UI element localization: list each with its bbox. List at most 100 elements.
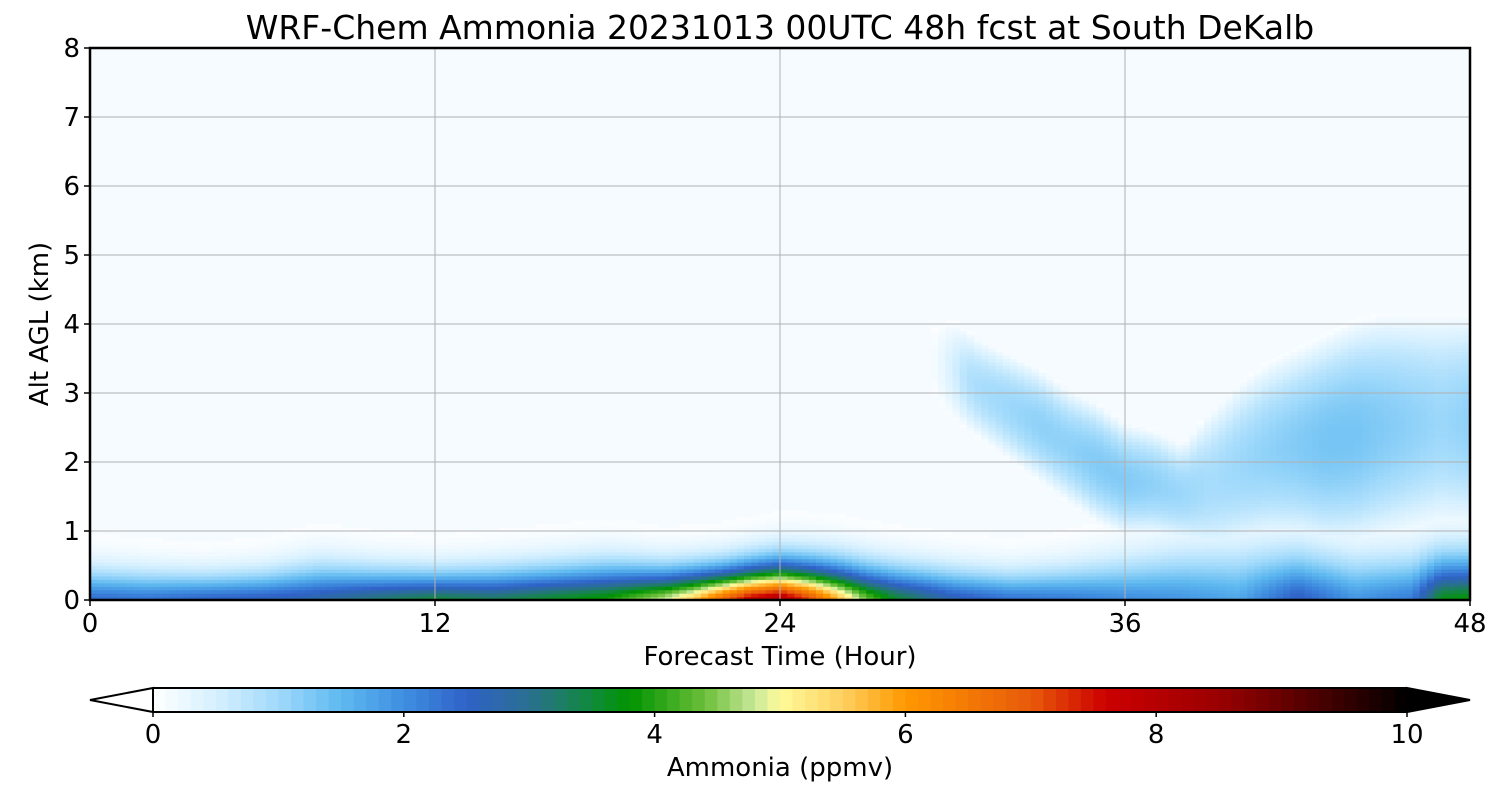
field-cell	[859, 544, 867, 549]
field-cell	[1240, 403, 1248, 408]
field-cell	[1132, 510, 1140, 515]
field-cell	[938, 399, 946, 404]
field-cell	[363, 596, 371, 600]
field-cell	[585, 568, 594, 573]
field-cell	[758, 562, 767, 567]
field-cell	[1117, 531, 1126, 536]
field-cell	[1067, 427, 1076, 432]
field-cell	[837, 568, 846, 573]
field-cell	[780, 565, 788, 570]
field-cell	[1160, 568, 1169, 573]
field-cell	[1081, 455, 1090, 460]
field-cell	[880, 531, 889, 536]
field-cell	[1017, 420, 1025, 425]
field-cell	[1110, 506, 1119, 511]
field-cell	[1175, 468, 1184, 473]
field-cell	[1204, 444, 1212, 449]
field-cell	[1196, 568, 1205, 573]
field-cell	[521, 527, 530, 532]
field-cell	[262, 586, 271, 591]
field-cell	[1268, 496, 1277, 501]
field-cell	[341, 582, 350, 587]
field-cell	[1168, 544, 1176, 549]
field-cell	[1196, 548, 1205, 553]
field-cell	[521, 586, 530, 591]
field-cell	[312, 555, 321, 560]
field-cell	[629, 555, 637, 560]
field-cell	[808, 544, 817, 549]
field-cell	[1146, 482, 1155, 487]
field-cell	[729, 593, 738, 598]
field-cell	[650, 555, 659, 560]
field-cell	[118, 568, 127, 573]
field-cell	[1153, 451, 1162, 456]
field-cell	[585, 527, 594, 532]
field-cell	[1067, 586, 1076, 591]
field-cell	[859, 548, 867, 553]
field-cell	[1002, 455, 1011, 460]
field-cell	[1218, 534, 1227, 539]
field-cell	[844, 551, 853, 556]
field-cell	[485, 531, 494, 536]
field-cell	[1254, 575, 1263, 580]
field-cell	[183, 575, 192, 580]
field-cell	[478, 555, 486, 560]
field-cell	[377, 582, 386, 587]
field-cell	[1010, 372, 1018, 377]
field-cell	[111, 586, 120, 591]
field-cell	[787, 531, 795, 536]
field-cell	[363, 575, 371, 580]
field-cell	[578, 582, 587, 587]
field-cell	[787, 534, 795, 539]
field-cell	[1204, 451, 1212, 456]
field-cell	[1196, 513, 1205, 518]
field-cell	[578, 548, 587, 553]
field-cell	[988, 351, 997, 356]
field-cell	[1204, 589, 1212, 594]
field-cell	[1254, 572, 1263, 577]
field-cell	[866, 548, 875, 553]
field-cell	[1240, 475, 1248, 480]
field-cell	[1240, 582, 1248, 587]
field-cell	[1247, 458, 1255, 463]
field-cell	[629, 572, 637, 577]
field-cell	[571, 531, 580, 536]
field-cell	[995, 548, 1004, 553]
field-cell	[183, 565, 192, 570]
field-cell	[959, 330, 968, 335]
field-cell	[248, 582, 256, 587]
field-cell	[945, 403, 954, 408]
field-cell	[320, 589, 328, 594]
field-cell	[895, 565, 903, 570]
field-cell	[370, 593, 379, 598]
field-cell	[1010, 410, 1018, 415]
field-cell	[1268, 579, 1277, 584]
field-cell	[1067, 579, 1076, 584]
field-cell	[564, 589, 573, 594]
field-cell	[1196, 472, 1205, 477]
field-cell	[1204, 489, 1212, 494]
field-cell	[1117, 548, 1126, 553]
field-cell	[183, 568, 192, 573]
field-cell	[291, 575, 300, 580]
field-cell	[370, 589, 379, 594]
field-cell	[478, 558, 486, 563]
field-cell	[1211, 424, 1220, 429]
field-cell	[1125, 568, 1133, 573]
field-cell	[1268, 465, 1277, 470]
field-cell	[1002, 437, 1011, 442]
field-cell	[1096, 499, 1105, 504]
field-cell	[240, 579, 249, 584]
field-cell	[744, 544, 752, 549]
field-cell	[866, 589, 875, 594]
field-cell	[981, 430, 990, 435]
field-cell	[1153, 575, 1162, 580]
field-cell	[1232, 462, 1241, 467]
field-cell	[1240, 548, 1248, 553]
field-cell	[1175, 475, 1184, 480]
field-cell	[1060, 544, 1069, 549]
field-cell	[298, 579, 307, 584]
field-cell	[212, 568, 220, 573]
field-cell	[312, 558, 321, 563]
field-cell	[133, 537, 141, 542]
